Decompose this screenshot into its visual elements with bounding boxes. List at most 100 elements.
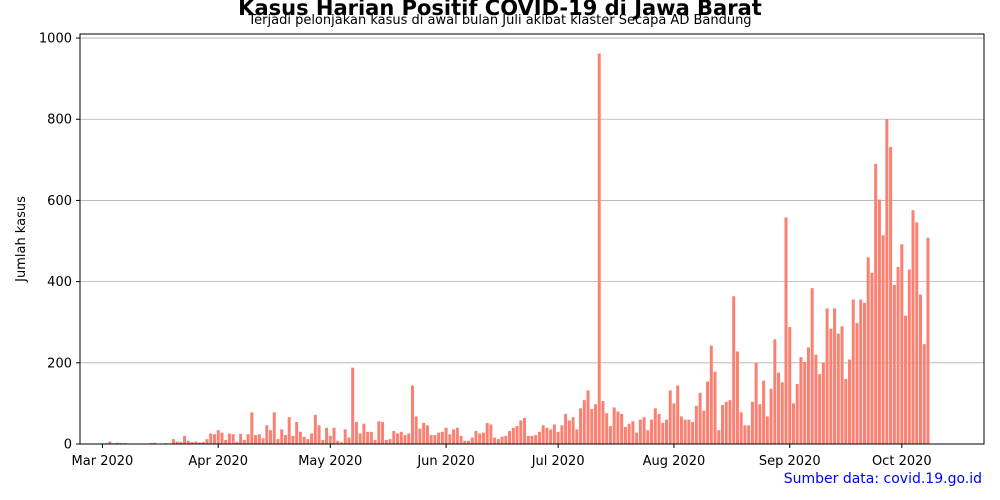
bar	[354, 422, 358, 444]
bar	[216, 430, 220, 444]
bar	[212, 434, 216, 444]
bar	[343, 429, 347, 444]
bar	[851, 299, 855, 444]
bar	[635, 432, 639, 444]
bar	[848, 359, 852, 444]
x-tick-label: Oct 2020	[872, 454, 932, 469]
x-tick-label: Aug 2020	[643, 454, 706, 469]
bar	[814, 354, 818, 444]
bar	[784, 217, 788, 444]
bar	[242, 439, 246, 444]
bar	[298, 431, 302, 444]
bar	[269, 430, 273, 444]
bar	[328, 435, 332, 444]
bar	[321, 439, 325, 444]
bar	[429, 435, 433, 444]
bar	[186, 440, 190, 444]
bar	[679, 416, 683, 444]
chart-subtitle: Terjadi pelonjakan kasus di awal bulan J…	[248, 13, 752, 28]
bar	[339, 442, 343, 444]
bar	[183, 435, 187, 444]
bar	[825, 308, 829, 444]
bar	[194, 441, 198, 444]
bar	[283, 435, 287, 444]
bar	[706, 381, 710, 444]
bar	[198, 442, 202, 444]
bar	[668, 390, 672, 444]
bar	[657, 413, 661, 444]
bar	[377, 421, 381, 444]
bar	[396, 433, 400, 444]
y-gridlines	[80, 37, 984, 364]
bar	[373, 439, 377, 444]
bar	[549, 429, 553, 444]
bar	[896, 267, 900, 444]
bar	[496, 439, 500, 444]
bar	[500, 436, 504, 444]
bar	[493, 437, 497, 444]
bar	[915, 222, 919, 444]
bar	[646, 430, 650, 444]
bar	[762, 380, 766, 444]
bar	[676, 385, 680, 444]
bar	[642, 417, 646, 444]
bar	[239, 433, 243, 444]
bar	[650, 419, 654, 444]
bar	[254, 435, 258, 444]
bar	[220, 432, 224, 444]
y-tick-label: 200	[47, 356, 72, 371]
bar	[448, 434, 452, 444]
y-tick-label: 0	[64, 438, 72, 453]
bar	[257, 434, 261, 444]
bar	[829, 328, 833, 444]
bar	[362, 423, 366, 444]
bar	[616, 411, 620, 444]
bar	[265, 425, 269, 444]
bar	[452, 429, 456, 444]
bar	[721, 405, 725, 444]
bar	[735, 351, 739, 444]
bar	[780, 382, 784, 444]
bar	[881, 235, 885, 444]
bar	[235, 441, 239, 444]
bar	[612, 407, 616, 444]
x-axis-ticks: Mar 2020 Apr 2020 May 2020 Jun 2020 Jul 2020…	[72, 444, 932, 469]
bar	[108, 441, 112, 444]
bar	[526, 435, 530, 444]
bar	[571, 417, 575, 444]
bar	[369, 431, 373, 444]
bar	[788, 327, 792, 444]
bar	[713, 371, 717, 444]
bar	[332, 427, 336, 444]
bar	[638, 419, 642, 444]
bar	[175, 441, 179, 444]
bar	[833, 308, 837, 444]
bar	[623, 426, 627, 444]
bar	[552, 424, 556, 444]
bar	[922, 344, 926, 444]
bar	[291, 435, 295, 444]
bar	[556, 431, 560, 444]
bar	[366, 431, 370, 444]
bar	[205, 439, 209, 444]
bar	[926, 237, 930, 444]
bar	[201, 441, 205, 444]
bar	[620, 413, 624, 444]
bar	[709, 345, 713, 444]
bar	[351, 367, 355, 444]
x-tick-label: Jul 2020	[531, 454, 585, 469]
bar	[504, 435, 508, 444]
bar	[900, 244, 904, 444]
bar	[836, 333, 840, 444]
bar	[601, 400, 605, 444]
y-axis-ticks: 0 200 400 600 800 1000	[39, 32, 80, 453]
bar	[433, 435, 437, 444]
bar	[803, 362, 807, 444]
bar	[919, 294, 922, 444]
bar	[747, 425, 751, 444]
bar	[758, 404, 762, 444]
bar	[773, 339, 777, 444]
bar	[627, 423, 631, 444]
bar	[153, 442, 157, 444]
bar	[276, 439, 280, 444]
